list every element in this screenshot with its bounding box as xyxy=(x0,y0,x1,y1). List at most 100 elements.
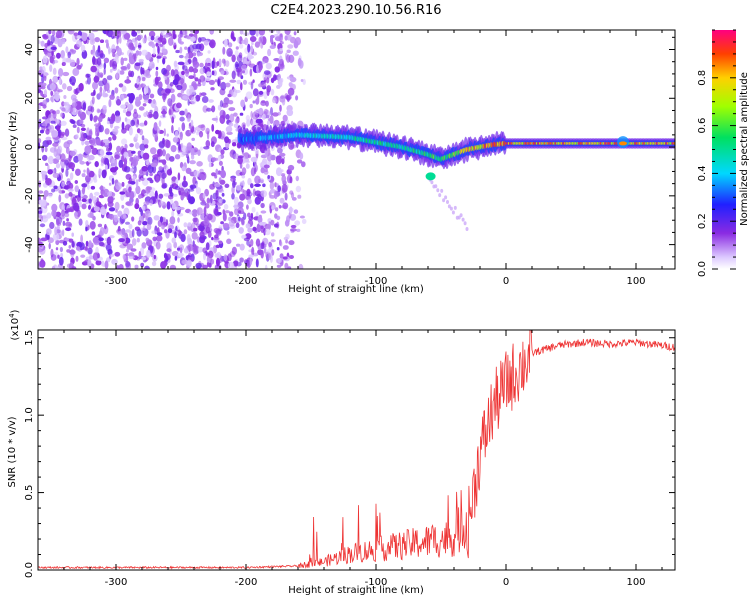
noise-blob xyxy=(102,139,110,144)
noise-blob xyxy=(203,146,210,150)
snr-scale-suffix: ) xyxy=(10,309,21,313)
noise-blob xyxy=(52,142,59,147)
noise-blob xyxy=(65,227,72,232)
noise-blob xyxy=(185,53,189,58)
noise-blob xyxy=(142,212,146,219)
noise-blob xyxy=(214,234,219,239)
noise-blob xyxy=(78,200,82,208)
noise-blob xyxy=(179,116,185,122)
noise-blob xyxy=(216,61,220,67)
noise-blob xyxy=(211,117,218,121)
noise-blob xyxy=(153,254,156,260)
noise-blob xyxy=(42,175,45,182)
noise-blob xyxy=(51,203,58,212)
noise-blob xyxy=(134,39,138,48)
noise-blob xyxy=(129,43,134,51)
noise-blob xyxy=(228,100,234,105)
noise-blob xyxy=(254,175,261,185)
noise-blob xyxy=(63,95,67,99)
noise-blob xyxy=(232,260,239,267)
noise-blob xyxy=(247,227,253,233)
noise-blob xyxy=(140,262,145,268)
noise-blob xyxy=(187,222,192,227)
noise-blob xyxy=(162,93,166,103)
noise-blob xyxy=(60,131,66,136)
noise-blob xyxy=(186,259,192,268)
noise-blob xyxy=(98,72,104,78)
y-tick-label: 0 xyxy=(24,144,35,150)
noise-blob xyxy=(196,207,203,216)
noise-blob xyxy=(50,120,56,124)
noise-blob xyxy=(171,116,175,124)
noise-blob xyxy=(150,99,157,109)
noise-blob xyxy=(153,111,159,120)
noise-blob xyxy=(97,115,103,123)
noise-blob xyxy=(264,228,271,236)
noise-blob xyxy=(134,203,140,210)
noise-blob xyxy=(190,96,197,105)
noise-blob xyxy=(252,226,257,232)
noise-blob xyxy=(195,43,202,50)
noise-blob xyxy=(139,169,144,175)
noise-blob xyxy=(78,218,83,226)
noise-blob xyxy=(274,66,280,73)
noise-blob xyxy=(158,201,165,206)
noise-blob xyxy=(156,235,163,242)
noise-blob xyxy=(160,261,167,269)
noise-blob xyxy=(121,204,125,209)
noise-blob xyxy=(207,213,213,221)
branch-blob xyxy=(461,217,465,222)
noise-blob xyxy=(128,126,133,136)
noise-blob xyxy=(150,35,155,41)
noise-blob xyxy=(52,75,59,83)
noise-blob xyxy=(232,142,237,147)
noise-blob xyxy=(199,231,205,238)
noise-blob xyxy=(61,62,66,66)
noise-blob xyxy=(45,162,49,166)
colorbar-ticks: 0.0 0.2 0.4 0.6 0.8 xyxy=(697,29,736,277)
noise-blob xyxy=(115,182,122,191)
noise-blob xyxy=(115,72,119,80)
noise-blob xyxy=(45,178,52,186)
noise-blob xyxy=(239,243,245,251)
noise-blob xyxy=(87,259,92,268)
noise-blob xyxy=(57,38,63,48)
noise-blob xyxy=(128,223,133,230)
noise-blob xyxy=(58,194,62,203)
noise-blob xyxy=(175,49,181,54)
noise-blob xyxy=(177,252,184,257)
noise-blob xyxy=(64,128,70,137)
noise-blob xyxy=(149,199,154,206)
noise-blob xyxy=(206,255,212,264)
noise-blob xyxy=(93,206,100,212)
noise-blob xyxy=(120,104,126,109)
noise-blob xyxy=(143,87,147,96)
noise-blob xyxy=(106,75,113,81)
noise-blob xyxy=(88,130,93,137)
snr-scale-prefix: (x10 xyxy=(10,318,21,341)
noise-blob xyxy=(211,236,214,241)
noise-blob xyxy=(145,186,151,194)
noise-blob xyxy=(67,51,71,58)
noise-blob xyxy=(68,245,72,249)
noise-blob xyxy=(208,99,214,103)
noise-blob xyxy=(199,168,204,173)
snr-x-ticks: -300 -200 -100 0 100 xyxy=(37,330,663,588)
noise-blob xyxy=(54,266,60,269)
noise-blob xyxy=(142,103,147,107)
noise-blob xyxy=(255,258,259,268)
noise-blob xyxy=(180,89,185,94)
noise-blob xyxy=(188,44,195,53)
noise-blob xyxy=(116,99,121,106)
noise-blob xyxy=(257,215,263,224)
noise-blob xyxy=(222,212,227,222)
noise-blob xyxy=(68,192,73,197)
noise-blob xyxy=(88,204,91,210)
noise-blob xyxy=(273,119,280,127)
colorbar: 0.0 0.2 0.4 0.6 0.8 Normalized spectral ampl… xyxy=(697,29,750,277)
noise-blob xyxy=(235,46,239,50)
noise-blob xyxy=(119,191,126,195)
noise-blob xyxy=(157,45,160,54)
noise-blob xyxy=(171,237,176,244)
noise-blob xyxy=(272,112,279,117)
